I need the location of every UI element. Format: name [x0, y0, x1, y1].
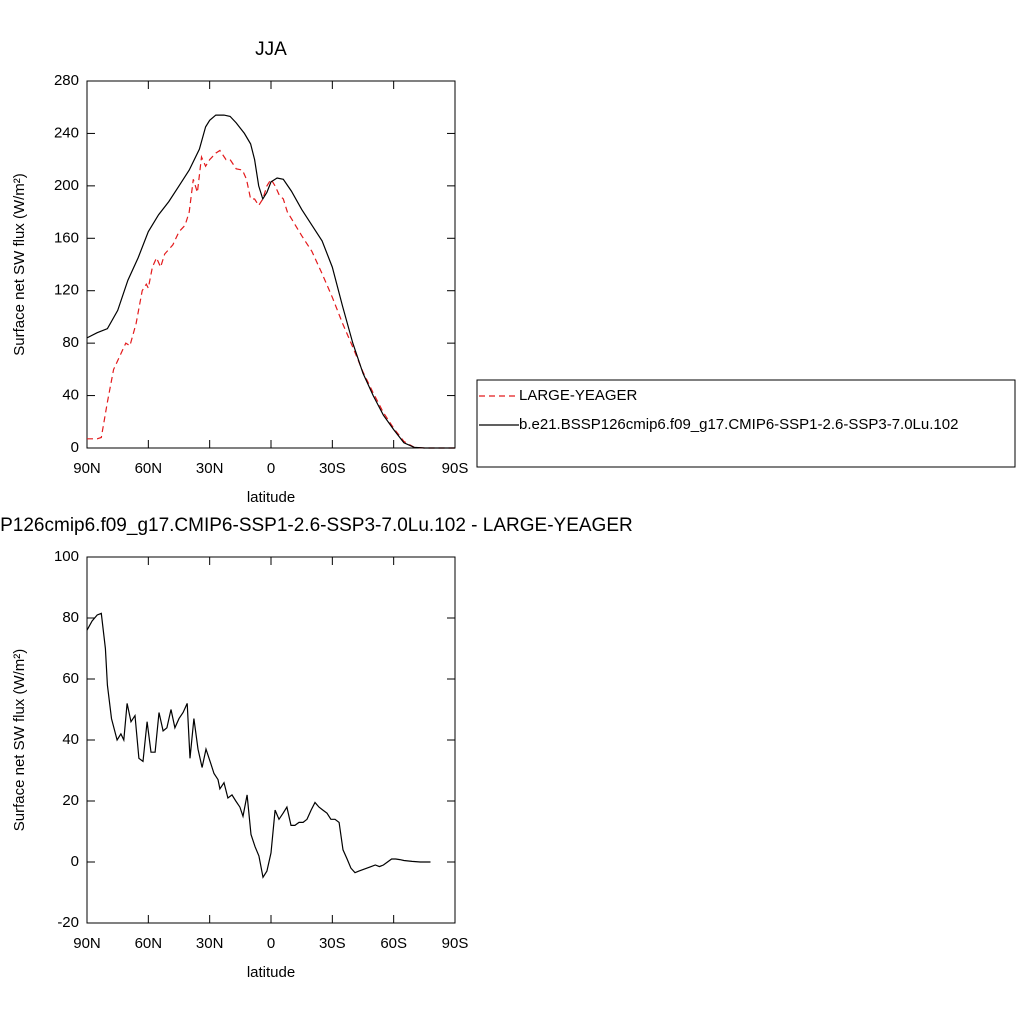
plot-frame [86, 80, 456, 449]
legend-label: b.e21.BSSP126cmip6.f09_g17.CMIP6-SSP1-2.… [519, 416, 958, 433]
x-tick-label: 30S [319, 935, 346, 952]
x-tick-label: 30N [196, 935, 224, 952]
x-tick-label: 60S [380, 460, 407, 477]
chart-title: b.e21.BSSP126cmip6.f09_g17.CMIP6-SSP1-2.… [0, 515, 633, 536]
y-tick-label: 80 [62, 609, 79, 626]
x-tick-label: 30N [196, 460, 224, 477]
x-tick-label: 60N [135, 460, 163, 477]
y-tick-label: 280 [54, 72, 79, 89]
y-tick-label: 100 [54, 548, 79, 565]
y-tick-label: 200 [54, 177, 79, 194]
y-axis-label: Surface net SW flux (W/m²) [11, 173, 28, 356]
x-tick-label: 60S [380, 935, 407, 952]
y-tick-label: -20 [57, 914, 79, 931]
y-tick-label: 80 [62, 334, 79, 351]
y-tick-label: 40 [62, 387, 79, 404]
series-line [86, 114, 455, 449]
legend-label: LARGE-YEAGER [519, 387, 638, 404]
series-line [86, 612, 431, 879]
y-tick-label: 160 [54, 229, 79, 246]
x-axis-label: latitude [247, 489, 295, 506]
x-axis-label: latitude [247, 964, 295, 981]
y-tick-label: 0 [71, 853, 79, 870]
legend-box [476, 379, 1016, 468]
series-line [87, 149, 455, 449]
x-tick-label: 0 [267, 460, 275, 477]
x-tick-label: 30S [319, 460, 346, 477]
x-tick-label: 90N [73, 460, 101, 477]
x-tick-label: 60N [135, 935, 163, 952]
plot-frame [86, 556, 456, 924]
chart-title: JJA [255, 39, 287, 60]
y-tick-label: 120 [54, 282, 79, 299]
y-tick-label: 60 [62, 670, 79, 687]
x-tick-label: 90N [73, 935, 101, 952]
y-tick-label: 20 [62, 792, 79, 809]
x-tick-label: 90S [442, 935, 469, 952]
x-tick-label: 90S [442, 460, 469, 477]
y-tick-label: 240 [54, 124, 79, 141]
y-tick-label: 40 [62, 731, 79, 748]
x-tick-label: 0 [267, 935, 275, 952]
y-tick-label: 0 [71, 439, 79, 456]
y-axis-label: Surface net SW flux (W/m²) [11, 649, 28, 832]
